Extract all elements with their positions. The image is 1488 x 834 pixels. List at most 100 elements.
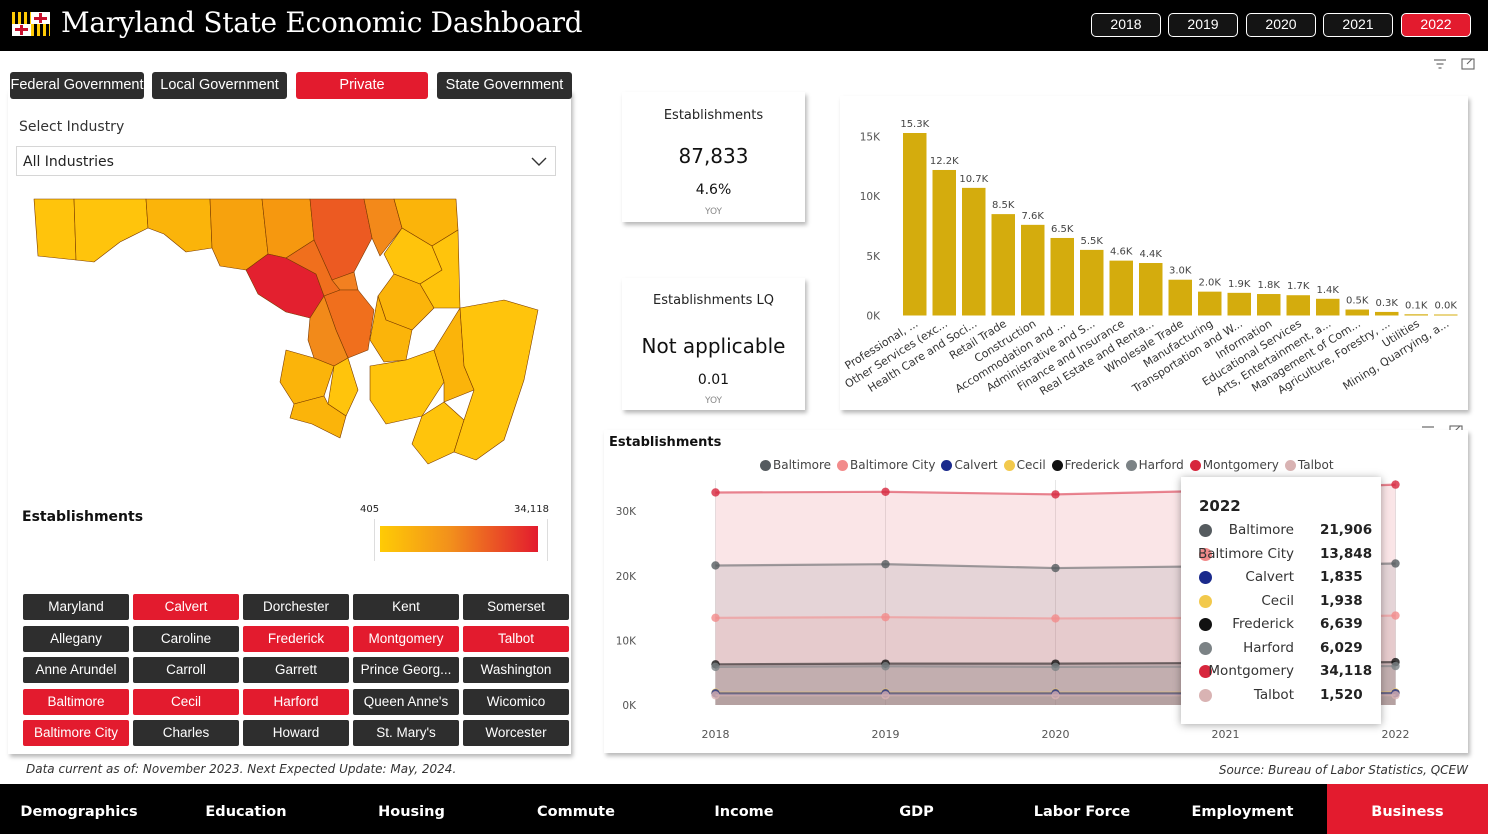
county-button-st-mary-s[interactable]: St. Mary's — [353, 720, 459, 746]
bar-retail-trade[interactable] — [991, 214, 1016, 316]
point-baltimore[interactable] — [711, 561, 720, 570]
county-button-caroline[interactable]: Caroline — [133, 626, 239, 652]
point-baltimore[interactable] — [1051, 563, 1060, 573]
point-harford[interactable] — [711, 662, 720, 672]
point-talbot[interactable] — [881, 691, 890, 700]
county-button-prince-georg[interactable]: Prince Georg... — [353, 657, 459, 683]
point-talbot[interactable] — [711, 691, 720, 700]
industry-select[interactable]: All Industries — [16, 146, 556, 176]
point-harford[interactable] — [881, 662, 890, 671]
bar-real-estate-and-renta[interactable] — [1139, 263, 1163, 316]
map-county-caroline[interactable] — [419, 229, 461, 309]
legend-item-calvert[interactable]: Calvert — [941, 458, 998, 472]
legend-item-frederick[interactable]: Frederick — [1051, 458, 1120, 472]
map-county-calvert[interactable] — [327, 357, 359, 417]
county-button-baltimore[interactable]: Baltimore — [23, 689, 129, 715]
legend-item-harford[interactable]: Harford — [1125, 458, 1184, 472]
county-button-carroll[interactable]: Carroll — [133, 657, 239, 683]
point-montgomery[interactable] — [881, 487, 890, 497]
county-button-washington[interactable]: Washington — [463, 657, 569, 683]
point-baltimore-city[interactable] — [1051, 614, 1060, 623]
year-button-2020[interactable]: 2020 — [1246, 13, 1316, 37]
bar-utilities[interactable] — [1404, 314, 1429, 316]
point-montgomery[interactable] — [1051, 490, 1060, 499]
nav-income[interactable]: Income — [714, 804, 774, 820]
year-button-2021[interactable]: 2021 — [1323, 13, 1393, 37]
county-button-cecil[interactable]: Cecil — [133, 689, 239, 715]
point-talbot[interactable] — [1051, 691, 1060, 700]
map-county-worcester[interactable] — [453, 299, 539, 461]
legend-item-baltimore-city[interactable]: Baltimore City — [837, 458, 935, 472]
map-county-dorchester[interactable] — [369, 349, 445, 425]
county-button-harford[interactable]: Harford — [243, 689, 349, 715]
county-button-howard[interactable]: Howard — [243, 720, 349, 746]
nav-gdp[interactable]: GDP — [899, 804, 934, 820]
point-baltimore-city[interactable] — [711, 613, 720, 622]
county-button-garrett[interactable]: Garrett — [243, 657, 349, 683]
sector-button-private[interactable]: Private — [296, 72, 428, 99]
bar-transportation-and-w[interactable] — [1227, 292, 1252, 316]
map-county-garrett[interactable] — [33, 198, 77, 261]
focus-mode-icon[interactable] — [1461, 58, 1475, 70]
map-county-st-marys[interactable] — [289, 395, 347, 439]
point-baltimore[interactable] — [881, 559, 890, 569]
bar-educational-services[interactable] — [1286, 295, 1311, 316]
county-button-dorchester[interactable]: Dorchester — [243, 594, 349, 620]
county-button-wicomico[interactable]: Wicomico — [463, 689, 569, 715]
county-button-worcester[interactable]: Worcester — [463, 720, 569, 746]
point-baltimore[interactable] — [1391, 559, 1400, 568]
bar-construction[interactable] — [1021, 224, 1045, 316]
county-button-maryland[interactable]: Maryland — [23, 594, 129, 620]
legend-item-talbot[interactable]: Talbot — [1284, 458, 1334, 472]
bar-other-services-exc[interactable] — [932, 169, 957, 316]
legend-item-baltimore[interactable]: Baltimore — [760, 458, 831, 472]
point-harford[interactable] — [1391, 661, 1400, 671]
year-button-2018[interactable]: 2018 — [1091, 13, 1161, 37]
year-button-2022[interactable]: 2022 — [1401, 13, 1471, 37]
county-button-anne-arundel[interactable]: Anne Arundel — [23, 657, 129, 683]
sector-button-state-government[interactable]: State Government — [437, 72, 572, 99]
map-county-washington[interactable] — [145, 198, 213, 253]
county-button-allegany[interactable]: Allegany — [23, 626, 129, 652]
nav-demographics[interactable]: Demographics — [20, 804, 138, 820]
sector-button-local-government[interactable]: Local Government — [152, 72, 287, 99]
county-button-baltimore-city[interactable]: Baltimore City — [23, 720, 129, 746]
county-button-somerset[interactable]: Somerset — [463, 594, 569, 620]
nav-commute[interactable]: Commute — [537, 804, 615, 820]
bar-health-care-and-soci[interactable] — [962, 187, 986, 316]
bar-mining-quarrying-a[interactable] — [1434, 314, 1458, 316]
map-county-allegany[interactable] — [73, 198, 149, 263]
bar-information[interactable] — [1257, 294, 1281, 316]
point-montgomery[interactable] — [1391, 480, 1400, 489]
county-button-montgomery[interactable]: Montgomery — [353, 626, 459, 652]
sector-button-federal-government[interactable]: Federal Government — [10, 72, 144, 99]
nav-education[interactable]: Education — [205, 804, 287, 820]
bar-manufacturing[interactable] — [1198, 291, 1222, 316]
legend-item-cecil[interactable]: Cecil — [1003, 458, 1046, 472]
point-talbot[interactable] — [1391, 690, 1400, 700]
nav-housing[interactable]: Housing — [378, 804, 445, 820]
county-button-frederick[interactable]: Frederick — [243, 626, 349, 652]
point-montgomery[interactable] — [711, 488, 720, 497]
filter-icon[interactable] — [1433, 58, 1447, 70]
nav-labor-force[interactable]: Labor Force — [1033, 804, 1131, 820]
county-button-kent[interactable]: Kent — [353, 594, 459, 620]
bar-wholesale-trade[interactable] — [1168, 279, 1193, 316]
map-county-harford[interactable] — [363, 198, 403, 257]
nav-business[interactable]: Business — [1327, 784, 1488, 834]
bar-professional[interactable] — [903, 133, 927, 316]
county-button-queen-anne-s[interactable]: Queen Anne's — [353, 689, 459, 715]
year-button-2019[interactable]: 2019 — [1168, 13, 1238, 37]
legend-item-montgomery[interactable]: Montgomery — [1189, 458, 1279, 472]
bar-accommodation-and[interactable] — [1050, 237, 1075, 316]
county-button-calvert[interactable]: Calvert — [133, 594, 239, 620]
point-baltimore-city[interactable] — [881, 612, 890, 622]
map-county-frederick[interactable] — [209, 198, 269, 271]
county-button-talbot[interactable]: Talbot — [463, 626, 569, 652]
county-button-charles[interactable]: Charles — [133, 720, 239, 746]
bar-agriculture-forestry[interactable] — [1375, 311, 1399, 316]
bar-management-of-com[interactable] — [1345, 309, 1370, 316]
bar-administrative-and-s[interactable] — [1080, 249, 1104, 316]
nav-employment[interactable]: Employment — [1191, 804, 1294, 820]
